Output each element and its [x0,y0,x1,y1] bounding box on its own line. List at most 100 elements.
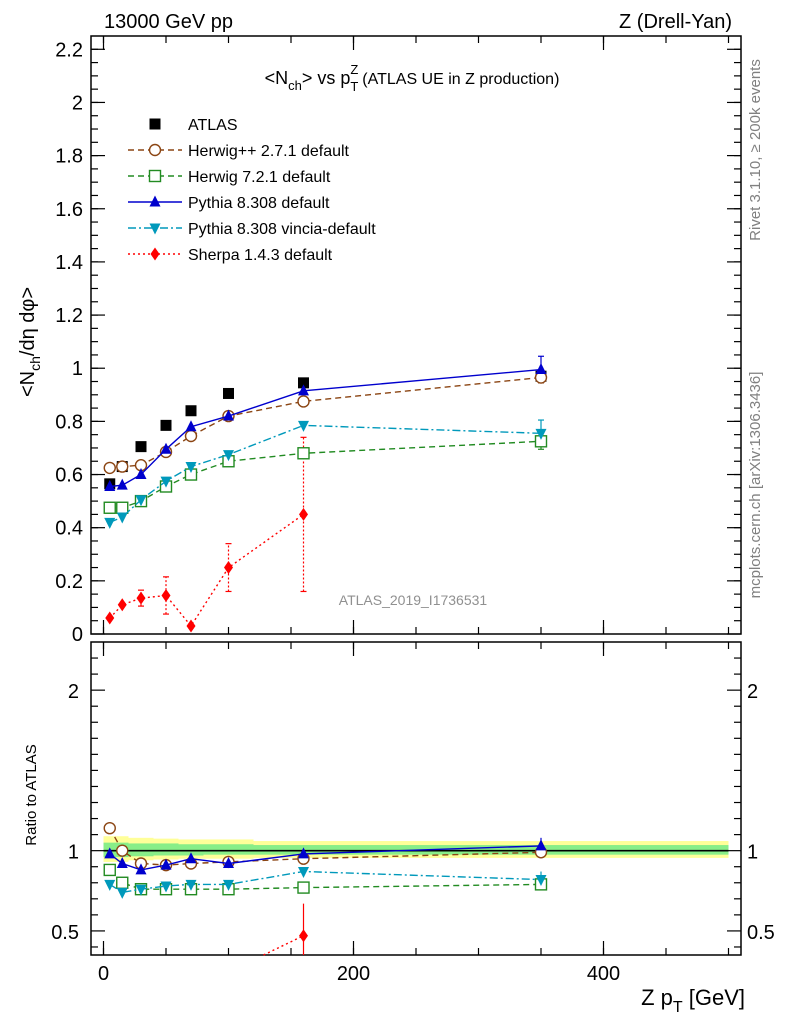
ratio-series-0-point [116,844,129,857]
main-series-3-point [535,363,547,375]
main-series-4-point [160,476,172,488]
ratio-ytick-label: 1 [68,842,79,864]
legend-label: ATLAS [188,117,238,134]
main-series-0-point [298,377,309,389]
main-ytick-label: 1.2 [55,305,83,327]
main-series-1-point [297,395,310,408]
plot-title: <Nch> vs pZ T (ATLAS UE in Z production) [265,62,560,94]
legend-label: Herwig++ 2.7.1 default [188,143,350,160]
main-series-3-point [298,384,309,396]
main-series-0-point [223,387,234,399]
main-series-4-point [535,428,547,440]
header-beam: 13000 GeV pp [104,11,233,33]
ratio-band-inner [203,844,254,855]
main-series-1-point [184,429,198,443]
main-series-5-point [186,619,196,633]
main-series-0-point [185,405,197,417]
ratio-ytick-label: 0.5 [51,922,79,944]
ratio-series-1-point [297,881,310,894]
main-series-5-point [161,588,171,602]
main-series-3-line [109,368,542,488]
ratio-series-3-point [298,867,309,879]
ratio-series-3-point [116,887,128,899]
legend-marker [149,223,161,235]
main-series-3-point [185,420,197,432]
main-ytick-label: 1.6 [55,199,83,221]
main-ytick-label: 0.2 [55,571,83,593]
main-series-2-point [297,447,310,460]
main-series-5-point [105,611,115,625]
ratio-band-inner [178,844,204,856]
main-series-1-point [103,461,116,475]
ratio-ytick-label-right: 1 [747,842,758,864]
legend-marker [150,247,160,261]
main-series-3-point [160,442,172,454]
main-ytick-label: 2.2 [55,39,83,61]
ratio-series-3-point [535,875,547,887]
ratio-series-1-point [116,876,129,889]
ratio-series-3-point [223,879,234,891]
ratio-series-2-point [223,857,234,869]
main-ytick-label: 2 [72,92,83,114]
main-ytick-label: 1.4 [55,252,83,274]
legend-label: Pythia 8.308 vincia-default [188,221,376,238]
main-ytick-label: 1.8 [55,146,83,168]
ratio-ytick-label: 2 [68,681,79,703]
ratio-series-4-point [299,929,308,943]
main-series-4-point [298,420,309,432]
ratio-ytick-label-right: 0.5 [747,922,775,944]
main-series-4-point [223,450,234,462]
main-series-2-point [116,501,129,514]
main-series-5-point [299,507,308,521]
ratio-frame [90,641,742,956]
ratio-sherpa-segment [263,935,304,956]
ratio-xtick-label: 200 [337,963,370,985]
ratio-series-0-line [109,827,542,866]
ratio-series-2-point [116,857,128,869]
mcplots-label: mcplots.cern.ch [arXiv:1306.3436] [747,372,764,599]
main-series-5-line [109,513,304,628]
main-series-0-point [160,419,172,431]
main-series-3-point [223,409,234,421]
analysis-watermark: ATLAS_2019_I1736531 [339,592,488,608]
main-series-5-point [136,591,146,605]
ratio-xtick-label: 0 [98,963,109,985]
legend-label: Pythia 8.308 default [188,195,330,212]
ratio-axis-label: Ratio to ATLAS [23,744,40,845]
main-series-2-point [103,501,116,514]
main-ytick-label: 0.8 [55,411,83,433]
ratio-series-3-point [104,879,116,891]
main-series-3-point [135,468,147,480]
main-ytick-label: 1 [72,358,83,380]
main-series-2-line [109,440,542,509]
ratio-series-2-point [298,847,309,859]
main-series-3-point [104,479,116,491]
main-series-1-line [109,376,542,469]
legend-label: Sherpa 1.4.3 default [188,247,333,264]
ratio-series-1-point [103,863,116,877]
main-series-4-point [185,462,197,474]
main-series-4-point [104,517,116,529]
legend-marker [149,195,161,207]
ratio-series-2-point [104,847,116,859]
ratio-series-2-point [535,839,547,851]
legend-marker [148,169,162,183]
main-series-0-point [135,441,147,453]
legend-marker [148,143,162,157]
ratio-series-3-point [185,879,197,891]
main-series-4-point [116,512,128,524]
main-panel: 0 0.2 0.4 0.6 0.8 1 1.2 1.4 1.6 1.8 2 2.2 ATLAS Herwi… [55,35,742,646]
ratio-series-2-point [135,863,147,875]
main-ytick-label: 0.4 [55,518,83,540]
ratio-series-3-point [160,881,172,893]
ratio-series-2-point [185,852,197,864]
ratio-band-inner [128,843,154,857]
ratio-series-0-point [103,821,116,835]
ratio-panel: 0.5 0.5 1 1 2 2 0 200 400 [51,641,775,985]
main-ytick-label: 0.6 [55,465,83,487]
main-series-4-point [135,495,147,507]
main-series-4-line [109,424,542,524]
main-series-5-point [117,598,127,612]
ratio-series-3-point [135,884,147,896]
